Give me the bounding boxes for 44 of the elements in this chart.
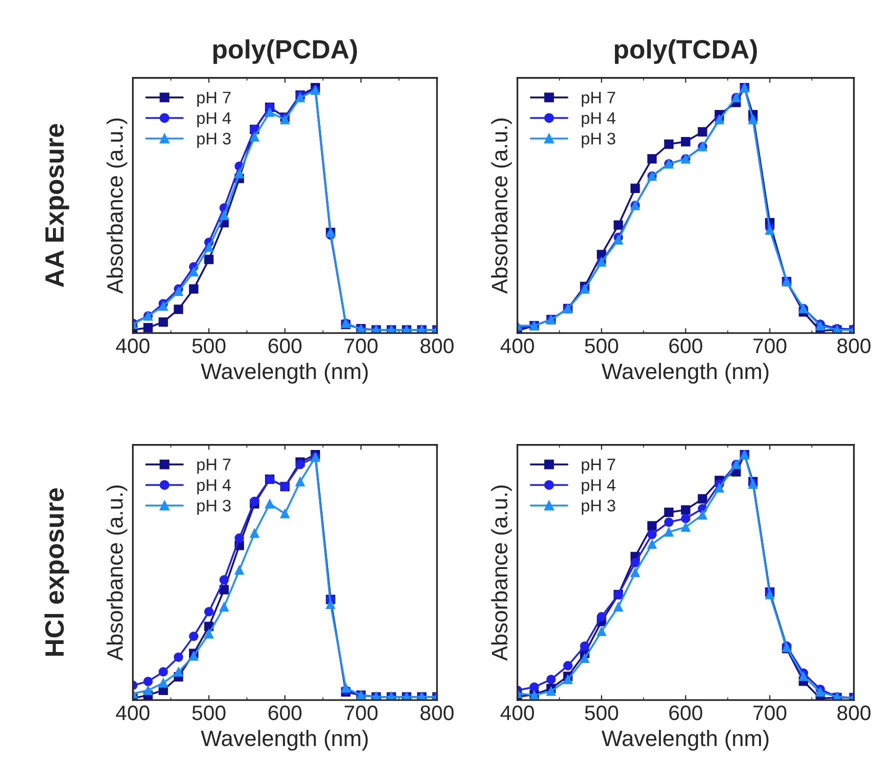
x-tick-label: 700 xyxy=(753,338,786,354)
x-tick-label: 600 xyxy=(669,705,702,720)
x-axis-title: Wavelength (nm) xyxy=(602,730,768,751)
x-tick-label: 800 xyxy=(420,705,454,720)
legend-label: pH 3 xyxy=(582,500,616,515)
legend-label: pH 3 xyxy=(197,132,231,148)
x-tick-label: 800 xyxy=(837,338,870,354)
x-tick-label: 500 xyxy=(192,705,226,720)
x-tick-label: 500 xyxy=(584,705,618,720)
x-tick-label: 800 xyxy=(837,705,870,720)
y-axis-title: Absorbance (a.u.) xyxy=(106,118,128,294)
x-tick-label: 500 xyxy=(192,338,226,354)
legend-label: pH 7 xyxy=(582,458,616,474)
x-tick-label: 600 xyxy=(268,338,302,354)
x-axis-title: Wavelength (nm) xyxy=(602,362,768,384)
y-axis-title: Absorbance (a.u.) xyxy=(491,118,512,294)
x-tick-label: 500 xyxy=(584,338,618,354)
legend-label: pH 3 xyxy=(197,500,231,515)
legend-label: pH 4 xyxy=(582,479,616,494)
x-axis-title: Wavelength (nm) xyxy=(200,362,368,384)
chart-title: poly(TCDA) xyxy=(614,39,757,64)
legend-label: pH 4 xyxy=(197,479,231,494)
text: HCl exposure xyxy=(44,488,70,656)
y-axis-title: Absorbance (a.u.) xyxy=(106,486,128,661)
x-tick-label: 800 xyxy=(420,338,454,354)
y-axis-title: Absorbance (a.u.) xyxy=(491,486,512,661)
legend-label: pH 4 xyxy=(197,112,231,128)
x-tick-label: 700 xyxy=(344,338,378,354)
x-tick-label: 600 xyxy=(669,338,702,354)
x-axis-title: Wavelength (nm) xyxy=(200,730,368,751)
x-tick-label: 700 xyxy=(753,705,786,720)
legend-label: pH 3 xyxy=(582,132,616,148)
legend-label: pH 7 xyxy=(197,458,231,474)
legend-label: pH 4 xyxy=(582,112,616,128)
x-tick-label: 400 xyxy=(500,705,534,720)
legend-label: pH 7 xyxy=(197,92,231,107)
x-tick-label: 700 xyxy=(344,705,378,720)
x-tick-label: 400 xyxy=(500,338,534,354)
x-tick-label: 400 xyxy=(116,705,150,720)
legend-label: pH 7 xyxy=(582,92,616,107)
x-tick-label: 600 xyxy=(268,705,302,720)
x-tick-label: 400 xyxy=(116,338,150,354)
text: AA Exposure xyxy=(45,124,70,288)
chart-title: poly(PCDA) xyxy=(213,39,357,64)
